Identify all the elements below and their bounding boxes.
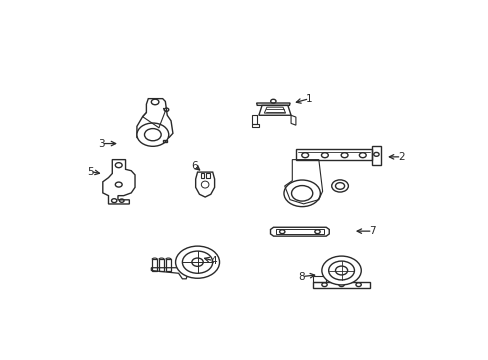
Text: 2: 2: [397, 152, 404, 162]
Text: 7: 7: [368, 226, 375, 236]
Text: 3: 3: [98, 139, 105, 149]
Circle shape: [284, 180, 320, 207]
Text: 1: 1: [305, 94, 312, 104]
Circle shape: [321, 256, 361, 285]
Text: 5: 5: [87, 167, 93, 176]
Circle shape: [137, 123, 168, 146]
Circle shape: [175, 246, 219, 278]
Text: 8: 8: [298, 271, 305, 282]
Text: 6: 6: [191, 161, 198, 171]
Text: 4: 4: [210, 256, 216, 266]
